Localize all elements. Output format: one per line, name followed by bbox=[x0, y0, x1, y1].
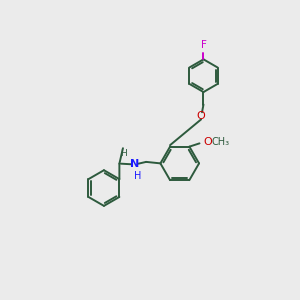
Text: H: H bbox=[120, 149, 127, 158]
Text: H: H bbox=[134, 171, 141, 181]
Text: O: O bbox=[204, 137, 212, 147]
Text: N: N bbox=[130, 159, 140, 169]
Text: F: F bbox=[201, 40, 206, 50]
Text: CH₃: CH₃ bbox=[212, 137, 230, 147]
Text: O: O bbox=[197, 111, 206, 121]
